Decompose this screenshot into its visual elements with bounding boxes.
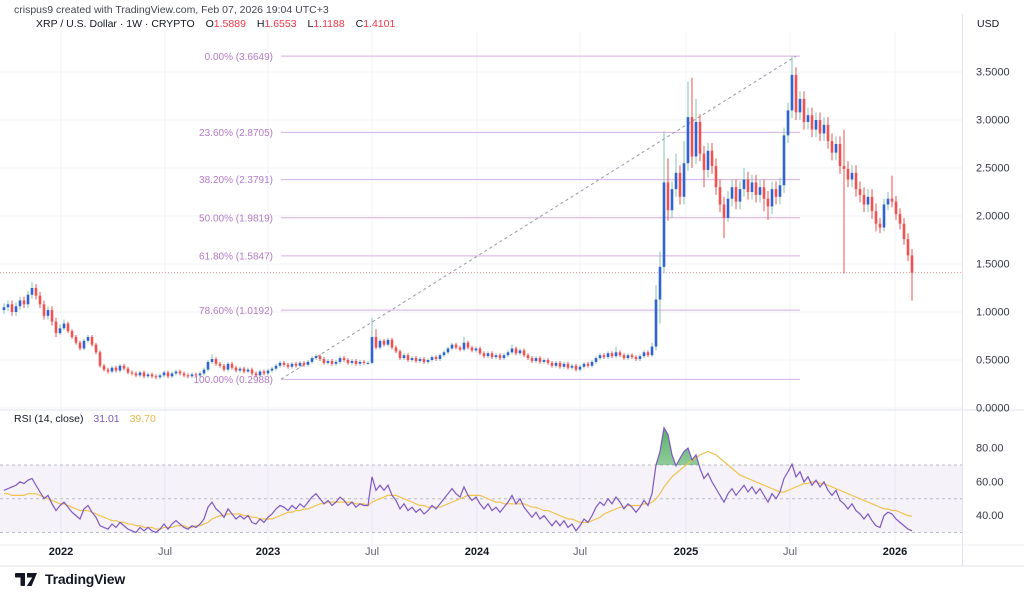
ohlc-low: L1.1188 bbox=[307, 18, 345, 30]
svg-text:78.60% (1.0192): 78.60% (1.0192) bbox=[199, 306, 273, 317]
rsi-overbought-fill bbox=[4, 427, 912, 465]
svg-text:2024: 2024 bbox=[465, 546, 490, 558]
svg-text:60.00: 60.00 bbox=[976, 476, 1004, 488]
svg-text:2026: 2026 bbox=[883, 546, 907, 558]
ohlc-high: H1.6553 bbox=[256, 18, 297, 30]
ohlc-open: O1.5889 bbox=[205, 18, 246, 30]
tradingview-wordmark: TradingView bbox=[45, 571, 126, 587]
svg-text:0.0000: 0.0000 bbox=[976, 403, 1010, 415]
fib-trendline[interactable] bbox=[280, 55, 797, 380]
svg-text:Jul: Jul bbox=[783, 546, 797, 558]
svg-text:40.00: 40.00 bbox=[976, 510, 1004, 522]
svg-text:Jul: Jul bbox=[573, 546, 587, 558]
svg-text:0.00% (3.6649): 0.00% (3.6649) bbox=[205, 52, 273, 63]
svg-text:Jul: Jul bbox=[365, 546, 379, 558]
attribution-text: crispus9 created with TradingView.com, F… bbox=[14, 4, 329, 16]
symbol-info-bar[interactable]: XRP / U.S. Dollar · 1W · CRYPTO O1.5889 … bbox=[36, 18, 395, 30]
rsi-line bbox=[3, 426, 913, 534]
svg-text:61.80% (1.5847): 61.80% (1.5847) bbox=[199, 252, 273, 263]
gridlines bbox=[0, 32, 962, 545]
svg-text:50.00% (1.9819): 50.00% (1.9819) bbox=[199, 213, 273, 224]
tradingview-logo[interactable]: TradingView bbox=[14, 570, 125, 588]
rsi-title: RSI (14, close) bbox=[14, 413, 84, 425]
svg-text:1.0000: 1.0000 bbox=[976, 307, 1010, 319]
svg-text:3.0000: 3.0000 bbox=[976, 115, 1010, 127]
svg-text:0.5000: 0.5000 bbox=[976, 355, 1010, 367]
svg-text:Jul: Jul bbox=[158, 546, 172, 558]
svg-text:80.00: 80.00 bbox=[976, 443, 1004, 455]
rsi-value: 31.01 bbox=[93, 413, 120, 425]
svg-text:2023: 2023 bbox=[256, 546, 280, 558]
price-axis-unit-label: USD bbox=[977, 18, 1000, 30]
svg-text:100.00% (0.2988): 100.00% (0.2988) bbox=[193, 375, 273, 386]
ohlc-close: C1.4101 bbox=[355, 18, 396, 30]
svg-text:2022: 2022 bbox=[49, 546, 73, 558]
svg-text:2025: 2025 bbox=[674, 546, 698, 558]
rsi-indicator-header[interactable]: RSI (14, close) 31.01 39.70 bbox=[14, 413, 156, 425]
svg-text:2.0000: 2.0000 bbox=[976, 211, 1010, 223]
rsi-ma-value: 39.70 bbox=[129, 413, 156, 425]
svg-text:38.20% (2.3791): 38.20% (2.3791) bbox=[199, 175, 273, 186]
svg-text:23.60% (2.8705): 23.60% (2.8705) bbox=[199, 128, 273, 139]
fib-retracement[interactable]: 0.00% (3.6649) 23.60% (2.8705) 38.20% (2.3… bbox=[193, 52, 800, 386]
time-axis[interactable]: 2022 Jul 2023 Jul 2024 Jul 2025 Jul 2026 bbox=[49, 546, 907, 558]
svg-text:1.5000: 1.5000 bbox=[976, 259, 1010, 271]
symbol-title: XRP / U.S. Dollar · 1W · CRYPTO bbox=[36, 18, 195, 30]
price-axis[interactable]: 3.5000 3.0000 2.5000 2.0000 1.5000 1.0000 0.50… bbox=[976, 67, 1010, 415]
candles[interactable] bbox=[2, 56, 914, 380]
rsi-axis[interactable]: 80.00 60.00 40.00 bbox=[976, 443, 1004, 523]
svg-text:2.5000: 2.5000 bbox=[976, 163, 1010, 175]
svg-text:3.5000: 3.5000 bbox=[976, 67, 1010, 79]
rsi-ma-line bbox=[4, 450, 913, 530]
tradingview-logo-icon bbox=[15, 573, 37, 586]
